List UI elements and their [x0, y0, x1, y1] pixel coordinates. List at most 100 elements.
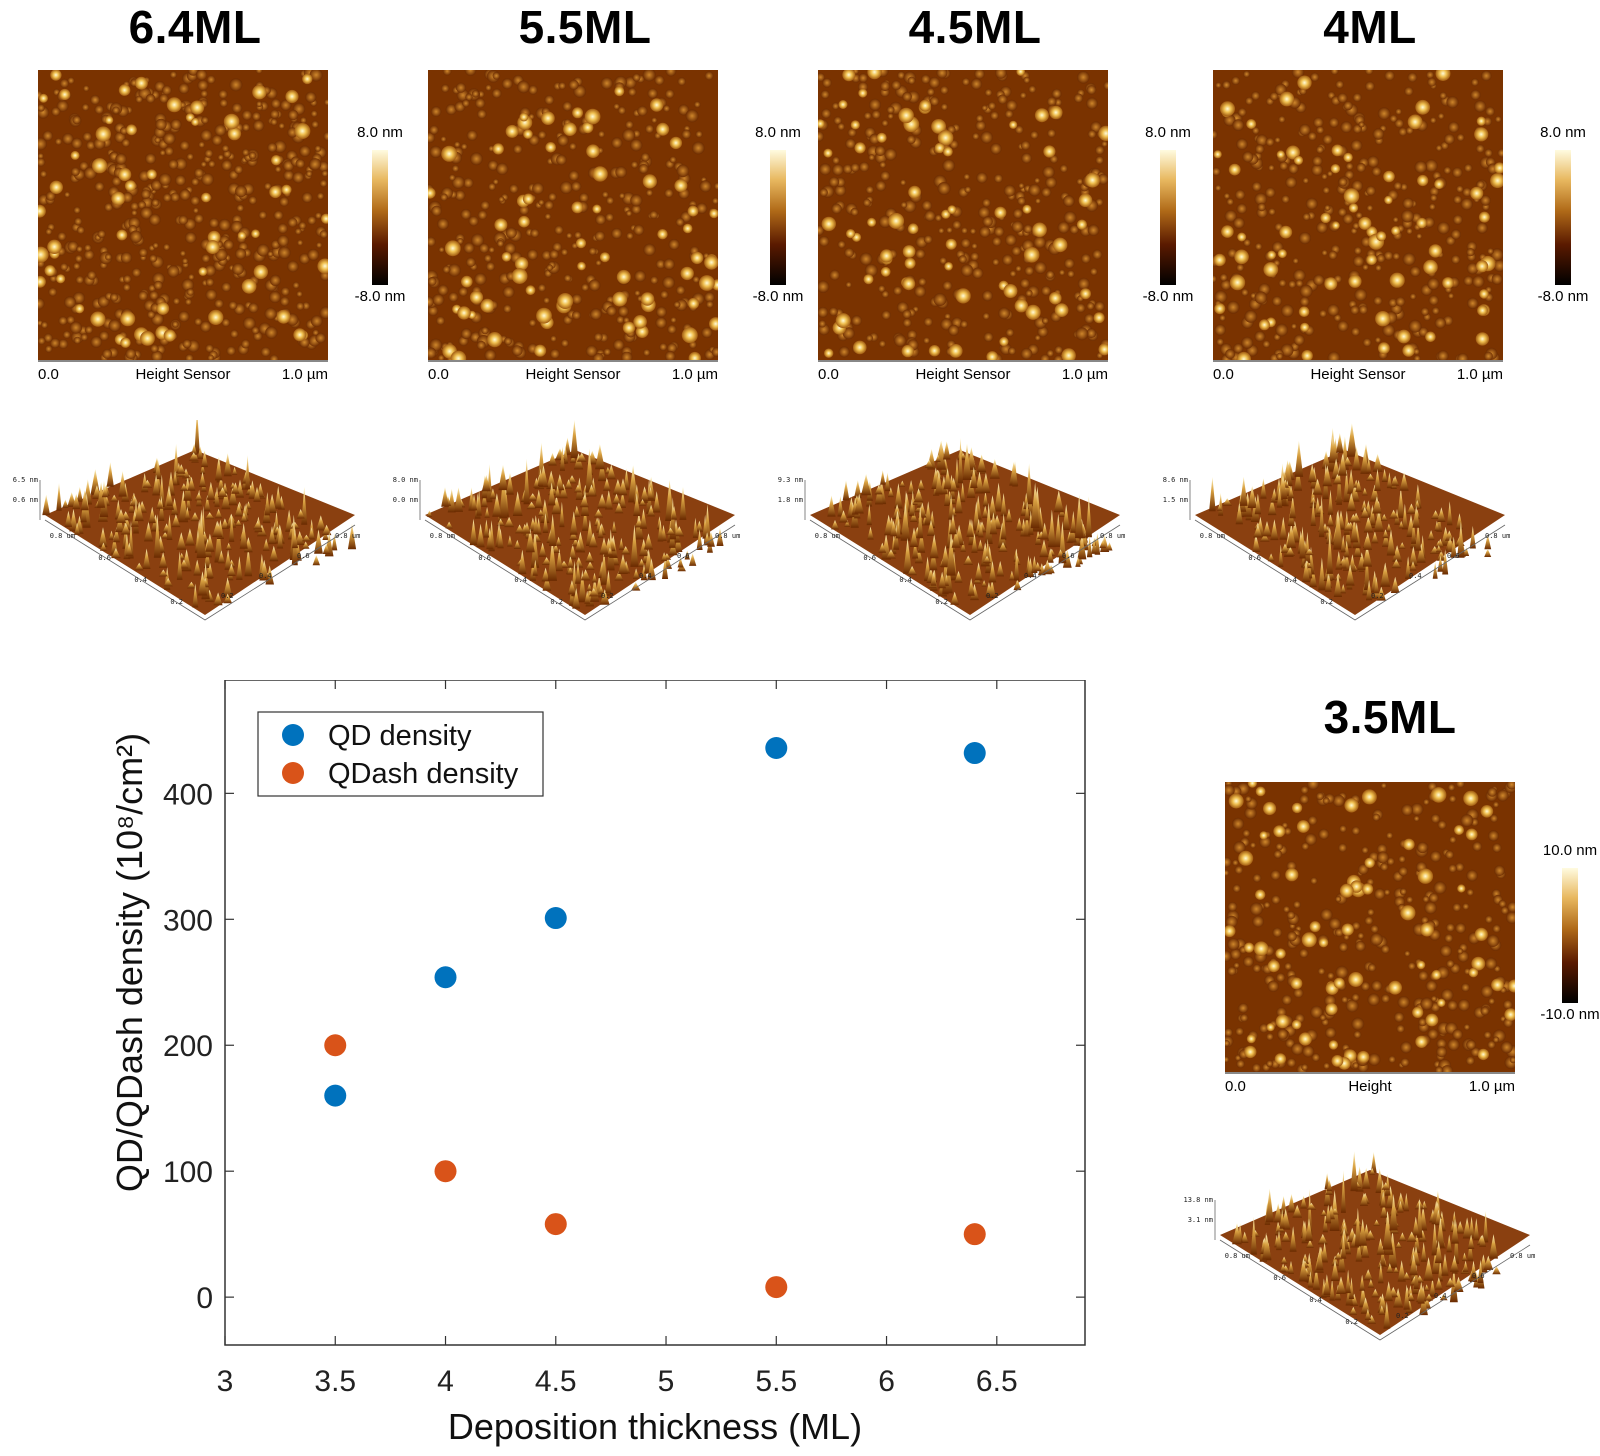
panel-3-colorbar-min-label: -8.0 nm: [1537, 288, 1589, 305]
panel-1-3d-z-top-label: 8.0 nm: [393, 476, 418, 484]
panel-2-3d-z-top-label: 9.3 nm: [778, 476, 803, 484]
panel-4-axis-title: Height: [1348, 1078, 1392, 1095]
panel-1-axis-start-label: 0.0: [428, 366, 449, 383]
panel-0-axis-end-label: 1.0 µm: [281, 366, 328, 383]
chart-legend: QD density QDash density: [257, 711, 544, 797]
panel-4-title: 3.5ML: [1323, 691, 1457, 743]
panel-1-3d-left-tick: 0.4: [514, 576, 527, 584]
y-tick-label: 100: [163, 1156, 213, 1189]
panel-2-3d-right-tick: 0.2: [986, 592, 999, 600]
panel-1-scale-axis: [428, 360, 718, 362]
panel-3-axis-title: Height Sensor: [1310, 366, 1406, 383]
panel-1-axis-title: Height Sensor: [525, 366, 621, 383]
x-tick-label: 6: [878, 1365, 895, 1398]
panel-0-afm-height-image: [38, 70, 328, 360]
qd-density-point: [324, 1084, 347, 1107]
panel-0-3d-right-tick: 0.2: [221, 592, 234, 600]
legend-label-qdash: QDash density: [328, 758, 519, 790]
panel-4-axis-end-label: 1.0 µm: [1468, 1078, 1515, 1095]
panel-4-3d-left-tick: 0.6: [1273, 1274, 1286, 1282]
density-scatter-chart: 3 3.5 4 4.5 5 5.5 6 6.5 0 100 200 300 400 QD densit…: [109, 680, 1086, 1447]
panel-2-colorbar-max-label: 8.0 nm: [1145, 124, 1191, 141]
panel-4-3d-left-tick: 0.8 um: [1225, 1252, 1250, 1260]
panel-4-3d-left-tick: 0.2: [1345, 1318, 1358, 1326]
qd-density-point: [434, 966, 457, 989]
panel-3-3d-right-tick: 0.6: [1447, 552, 1460, 560]
panel-4-3d-right-tick: 0.6: [1472, 1272, 1485, 1280]
panel-3-3d-left-tick: 0.4: [1284, 576, 1297, 584]
panel-0-3d-left-tick: 0.2: [170, 598, 183, 606]
panel-3-afm-height-image: [1213, 70, 1503, 360]
panel-3-axis-start-label: 0.0: [1213, 366, 1234, 383]
y-axis-ticks: 0 100 200 300 400: [163, 778, 1085, 1315]
panel-3-3d-z-top-label: 8.6 nm: [1163, 476, 1188, 484]
panel-4-axis-start-label: 0.0: [1225, 1078, 1246, 1095]
qd-density-point: [765, 737, 788, 760]
panel-3-scale-axis: [1213, 360, 1503, 362]
panel-0-3d-z-top-label: 6.5 nm: [13, 476, 38, 484]
panel-3-3d-topography: 8.6 nm 1.5 nm 0.8 um 0.6 0.4 0.2 0.8 um 0.6 0.4 0…: [1150, 420, 1510, 630]
panel-1-afm-height-image: [428, 70, 718, 360]
y-tick-label: 0: [196, 1282, 213, 1315]
panel-3-3d-right-tick: 0.4: [1409, 572, 1422, 580]
x-axis-label: Deposition thickness (ML): [448, 1406, 862, 1447]
qdash-density-point: [963, 1223, 986, 1246]
panel-0-axis-title: Height Sensor: [135, 366, 231, 383]
qd-density-point: [963, 742, 986, 765]
panel-2-3d-left-tick: 0.8 um: [815, 532, 840, 540]
panel-0-axis-start-label: 0.0: [38, 366, 59, 383]
panel-2-3d-left-tick: 0.4: [899, 576, 912, 584]
panel-1-3d-right-tick: 0.4: [639, 572, 652, 580]
x-tick-label: 4.5: [535, 1365, 577, 1398]
panel-3-colorbar: [1555, 150, 1571, 285]
panel-4-3d-right-tick: 0.4: [1434, 1292, 1447, 1300]
panel-0-3d-z-bot-label: 0.6 nm: [13, 496, 38, 504]
panel-3-3d-right-tick: 0.8 um: [1485, 532, 1510, 540]
panel-1-3d-topography: 8.0 nm 0.0 nm 0.8 um 0.6 0.4 0.2 0.8 um 0.6 0.4 0…: [380, 420, 740, 630]
panel-3-axis-end-label: 1.0 µm: [1456, 366, 1503, 383]
legend-box: [257, 711, 544, 797]
panel-0-colorbar-min-label: -8.0 nm: [354, 288, 406, 305]
panel-3-3d-left-tick: 0.6: [1248, 554, 1261, 562]
legend-marker-qd: [282, 724, 304, 746]
panel-2-3d-z-bot-label: 1.8 nm: [778, 496, 803, 504]
panel-1-3d-right-tick: 0.2: [601, 592, 614, 600]
panel-4-3d-right-tick: 0.2: [1396, 1312, 1409, 1320]
panel-1-axis-end-label: 1.0 µm: [671, 366, 718, 383]
panel-0-colorbar-max-label: 8.0 nm: [357, 124, 403, 141]
panel-0-3d-topography: 6.5 nm 0.6 nm 0.8 um 0.6 0.4 0.2 0.8 um 0.6 0.4 0…: [0, 420, 360, 630]
legend-marker-qdash: [282, 762, 304, 784]
panel-4-colorbar: [1562, 868, 1578, 1003]
panel-4-3d-right-tick: 0.8 um: [1510, 1252, 1535, 1260]
panel-2-3d-topography: 9.3 nm 1.8 nm 0.8 um 0.6 0.4 0.2 0.8 um 0.6 0.4 0…: [765, 420, 1125, 630]
panel-2-scale-axis: [818, 360, 1108, 362]
panel-2-3d-right-tick: 0.4: [1024, 572, 1037, 580]
panel-3-colorbar-max-label: 8.0 nm: [1540, 124, 1586, 141]
panel-4-3d-z-top-label: 13.8 nm: [1183, 1196, 1213, 1204]
qdash-density-point: [765, 1276, 788, 1299]
panel-0-scale-axis: [38, 360, 328, 362]
panel-0-3d-left-tick: 0.4: [134, 576, 147, 584]
panel-2-3d-right-tick: 0.8 um: [1100, 532, 1125, 540]
y-tick-label: 200: [163, 1030, 213, 1063]
panel-1-colorbar-max-label: 8.0 nm: [755, 124, 801, 141]
qdash-density-point: [544, 1213, 567, 1236]
panel-1-title: 5.5ML: [518, 1, 652, 53]
qdash-density-point: [324, 1034, 347, 1057]
data-points: [324, 737, 986, 1299]
panel-2-3d-left-tick: 0.2: [935, 598, 948, 606]
panel-0-3d-left-tick: 0.6: [98, 554, 111, 562]
panel-1-3d-right-tick: 0.6: [677, 552, 690, 560]
panel-3-3d-left-tick: 0.2: [1320, 598, 1333, 606]
panel-4-afm-height-image: [1225, 782, 1515, 1072]
qdash-density-point: [434, 1160, 457, 1183]
panel-4-colorbar-max-label: 10.0 nm: [1542, 842, 1598, 859]
panel-3-3d-right-tick: 0.2: [1371, 592, 1384, 600]
panel-2-afm-height-image: [818, 70, 1108, 360]
panel-1-3d-left-tick: 0.6: [478, 554, 491, 562]
x-tick-label: 5.5: [755, 1365, 797, 1398]
x-tick-label: 3.5: [314, 1365, 356, 1398]
x-axis-ticks: 3 3.5 4 4.5 5 5.5 6 6.5: [217, 680, 1018, 1398]
x-tick-label: 6.5: [976, 1365, 1018, 1398]
panel-3-3d-z-bot-label: 1.5 nm: [1163, 496, 1188, 504]
